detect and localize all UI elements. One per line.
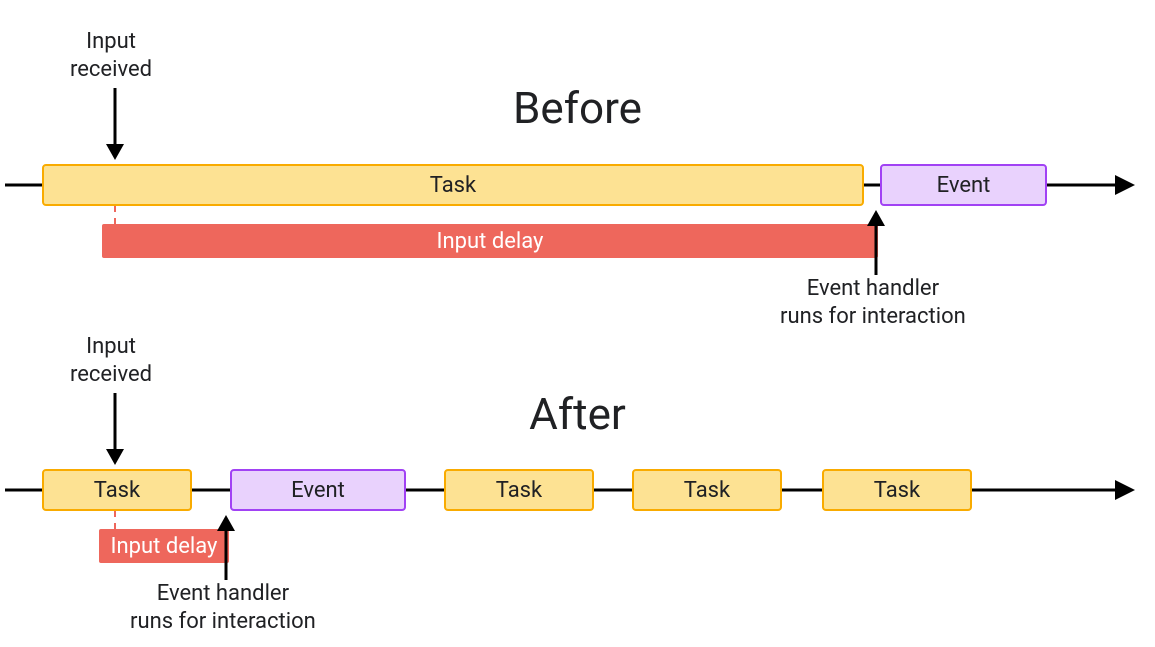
after-delay-box: Input delay [99,529,229,563]
after-task-box-2: Task [444,469,594,511]
before-delay-box: Input delay [102,224,878,258]
diagram-canvas: Before Input received Task Event Input d… [0,0,1155,647]
before-event-box: Event [880,164,1047,206]
before-handler-label: Event handler runs for interaction [780,275,966,330]
before-input-arrow [115,88,116,158]
after-heading: After [0,388,1155,440]
after-event-box: Event [230,469,406,511]
before-handler-arrow [876,210,877,275]
before-heading: Before [0,82,1155,134]
after-delay-dashed [114,511,116,529]
after-handler-arrow [226,515,227,580]
before-input-label: Input received [70,28,152,83]
after-task-box-4: Task [822,469,972,511]
after-handler-label: Event handler runs for interaction [130,580,316,635]
before-delay-dashed [114,206,116,224]
before-task-box: Task [42,164,864,206]
after-input-arrow [115,393,116,463]
after-task-box-1: Task [42,469,192,511]
after-task-box-3: Task [632,469,782,511]
after-input-label: Input received [70,333,152,388]
